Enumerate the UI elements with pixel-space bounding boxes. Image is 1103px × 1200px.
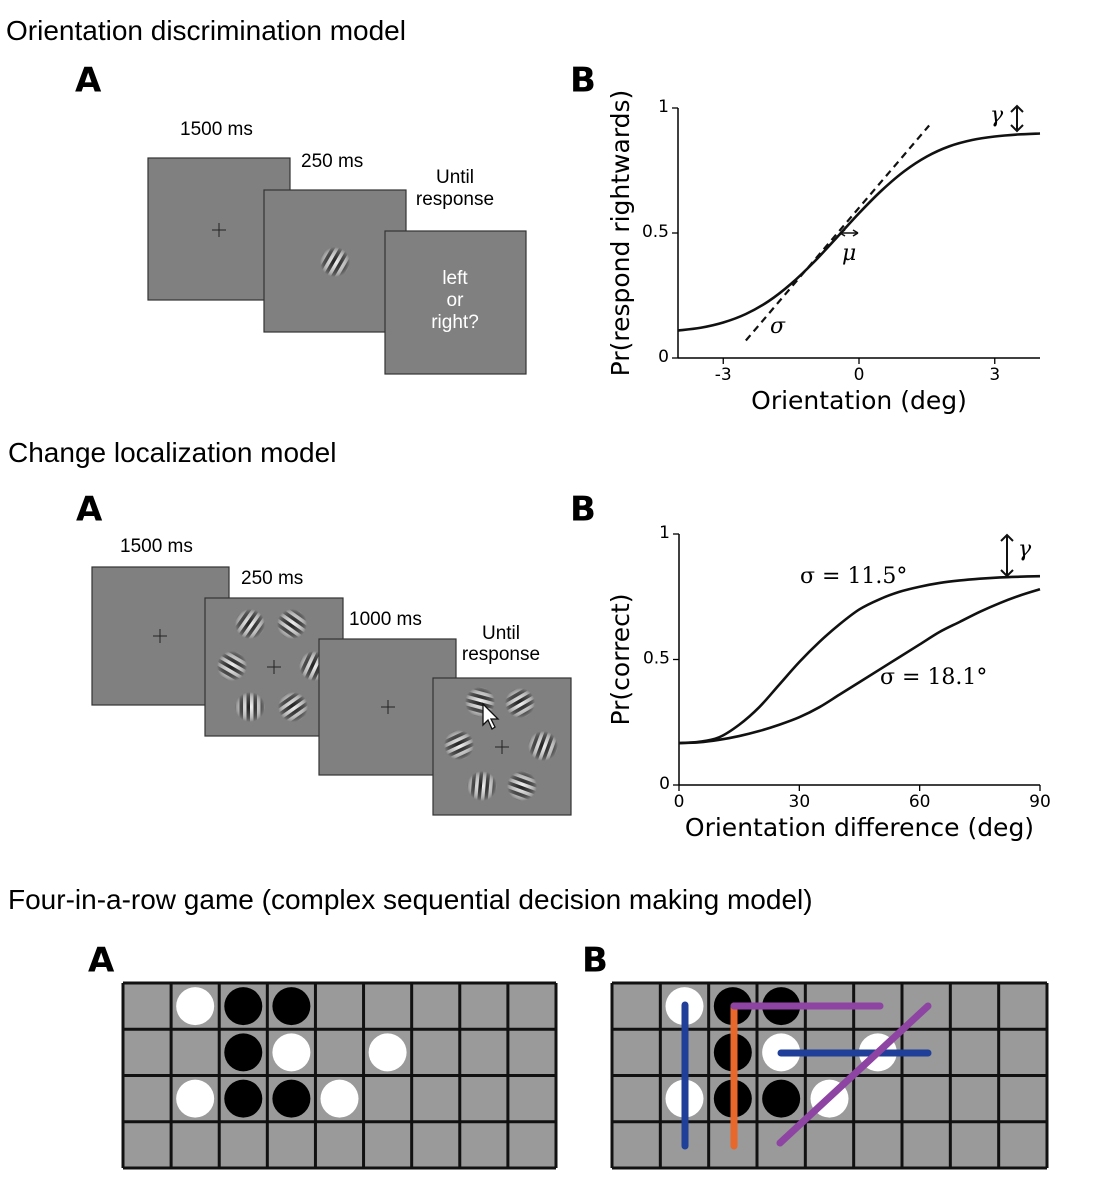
piece — [224, 987, 263, 1026]
fixation — [153, 629, 167, 643]
section-title: Four-in-a-row game (complex sequential d… — [8, 884, 813, 915]
piece — [224, 1033, 263, 1072]
screen — [384, 230, 527, 375]
panel-label: B — [570, 490, 596, 530]
curve — [677, 132, 1041, 332]
annotation: γ — [1018, 537, 1032, 562]
annotation: μ — [842, 241, 856, 266]
x-tick-label: 0 — [674, 792, 685, 812]
y-tick-label: 0.5 — [643, 649, 670, 669]
x-axis-label: Orientation difference (deg) — [685, 813, 1034, 842]
curve — [678, 587, 1041, 745]
piece — [176, 1079, 215, 1118]
curve-label: σ = 11.5° — [800, 564, 907, 589]
fixation — [212, 223, 226, 237]
panel-label: A — [88, 941, 115, 981]
timing-label: response — [416, 189, 494, 210]
curve — [678, 574, 1041, 745]
tangent-line — [745, 124, 930, 342]
fixation — [381, 700, 395, 714]
prompt: left — [442, 268, 468, 289]
x-tick-label: 3 — [989, 365, 1000, 385]
timing-label: 250 ms — [301, 151, 363, 172]
timing-label: 250 ms — [241, 568, 303, 589]
x-tick-label: 90 — [1029, 792, 1051, 812]
timing-label: Until — [436, 167, 474, 188]
y-tick-label: 1 — [659, 523, 670, 543]
timing-label: Until — [482, 623, 520, 644]
piece — [320, 1079, 359, 1118]
gamma-arrow — [1010, 104, 1024, 133]
piece — [224, 1079, 263, 1118]
y-axis-label: Pr(correct) — [606, 594, 635, 726]
annotation: γ — [990, 103, 1004, 128]
panel-label: B — [582, 941, 608, 981]
fixation — [495, 740, 509, 754]
y-tick-label: 1 — [658, 97, 669, 117]
y-tick-label: 0 — [658, 347, 669, 367]
panel-label: B — [570, 61, 596, 101]
annotation: σ — [770, 314, 786, 339]
x-axis-label: Orientation (deg) — [751, 386, 967, 415]
piece — [762, 1079, 801, 1118]
section-title: Orientation discrimination model — [6, 15, 406, 46]
timing-label: 1500 ms — [180, 119, 253, 140]
timing-label: 1000 ms — [349, 609, 422, 630]
y-tick-label: 0 — [659, 774, 670, 794]
winning-lines — [681, 1001, 932, 1150]
piece — [272, 987, 311, 1026]
piece — [368, 1033, 407, 1072]
piece — [176, 987, 215, 1026]
section-title: Change localization model — [8, 437, 336, 468]
piece — [272, 1033, 311, 1072]
x-tick-label: 60 — [909, 792, 931, 812]
timing-label: 1500 ms — [120, 536, 193, 557]
board — [121, 981, 558, 1170]
panel-label: A — [75, 61, 102, 101]
board — [610, 981, 1049, 1170]
x-tick-label: -3 — [715, 365, 732, 385]
x-tick-label: 0 — [854, 365, 865, 385]
curve-label: σ = 18.1° — [880, 665, 987, 690]
cursor — [482, 702, 500, 730]
prompt: or — [447, 290, 465, 311]
prompt: right? — [431, 312, 479, 333]
panel-label: A — [76, 490, 103, 530]
timing-label: response — [462, 644, 540, 665]
x-tick-label: 30 — [789, 792, 811, 812]
gamma-arrow — [1000, 533, 1014, 578]
piece — [272, 1079, 311, 1118]
y-axis-label: Pr(respond rightwards) — [606, 90, 635, 377]
fixation — [267, 660, 281, 674]
y-tick-label: 0.5 — [642, 222, 669, 242]
win-line — [776, 1002, 932, 1147]
